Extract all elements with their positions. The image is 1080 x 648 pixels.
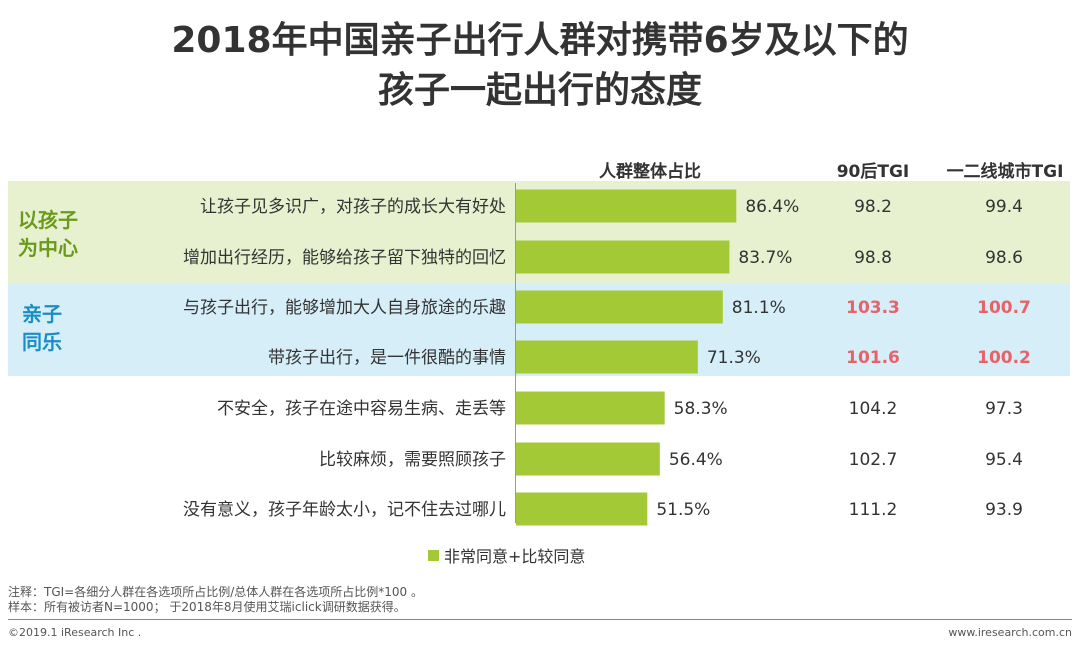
tgi-city-value: 99.4 bbox=[985, 197, 1023, 217]
tgi-90s-value: 104.2 bbox=[849, 399, 898, 419]
category-label: 带孩子出行，是一件很酷的事情 bbox=[268, 348, 506, 368]
group-label-line1: 以孩子 bbox=[18, 208, 78, 232]
tgi-city-value: 98.6 bbox=[985, 248, 1023, 268]
tgi-90s-value: 111.2 bbox=[849, 500, 898, 520]
column-header-tgi-city: 一二线城市TGI bbox=[946, 162, 1064, 182]
tgi-city-value: 100.2 bbox=[977, 348, 1031, 368]
tgi-90s-value: 103.3 bbox=[846, 298, 900, 318]
category-label: 增加出行经历，能够给孩子留下独特的回忆 bbox=[183, 248, 506, 268]
tgi-city-value: 95.4 bbox=[985, 450, 1023, 470]
bar-value-label: 51.5% bbox=[656, 500, 710, 520]
footer-copyright: ©2019.1 iResearch Inc . bbox=[8, 626, 142, 639]
bar bbox=[516, 492, 648, 526]
category-label: 让孩子见多识广，对孩子的成长大有好处 bbox=[200, 197, 506, 217]
bar bbox=[516, 340, 698, 374]
tgi-city-value: 93.9 bbox=[985, 500, 1023, 520]
tgi-90s-value: 98.8 bbox=[854, 248, 892, 268]
tgi-90s-value: 102.7 bbox=[849, 450, 898, 470]
bar-value-label: 71.3% bbox=[707, 348, 761, 368]
category-label: 没有意义，孩子年龄太小，记不住去过哪儿 bbox=[183, 500, 506, 520]
group-label-line2: 同乐 bbox=[22, 330, 62, 354]
bar-value-label: 58.3% bbox=[674, 399, 728, 419]
tgi-city-value: 100.7 bbox=[977, 298, 1031, 318]
category-label: 不安全，孩子在途中容易生病、走丢等 bbox=[217, 399, 506, 419]
category-label: 比较麻烦，需要照顾孩子 bbox=[319, 450, 506, 470]
chart-title-line2: 孩子一起出行的态度 bbox=[377, 70, 702, 111]
footnote-sample: 样本：所有被访者N=1000； 于2018年8月使用艾瑞iclick调研数据获得… bbox=[8, 600, 406, 614]
bar-value-label: 83.7% bbox=[738, 248, 792, 268]
chart-title-line1: 2018年中国亲子出行人群对携带6岁及以下的 bbox=[171, 20, 909, 61]
bar-value-label: 86.4% bbox=[745, 197, 799, 217]
chart-legend: 非常同意+比较同意 bbox=[428, 543, 585, 567]
footer-divider bbox=[8, 619, 1072, 620]
footer-website: www.iresearch.com.cn bbox=[948, 626, 1072, 639]
column-header-share: 人群整体占比 bbox=[599, 162, 701, 182]
tgi-city-value: 97.3 bbox=[985, 399, 1023, 419]
group-label-line2: 为中心 bbox=[18, 236, 78, 260]
bar bbox=[516, 442, 660, 476]
bar-value-label: 56.4% bbox=[669, 450, 723, 470]
footnote-tgi: 注释：TGI=各细分人群在各选项所占比例/总体人群在各选项所占比例*100 。 bbox=[8, 585, 423, 599]
category-label: 与孩子出行，能够增加大人自身旅途的乐趣 bbox=[183, 298, 506, 318]
group-label-child-centered: 以孩子 为中心 bbox=[18, 206, 78, 262]
category-axis-line bbox=[515, 183, 516, 523]
bar bbox=[516, 290, 723, 324]
bar bbox=[516, 240, 730, 274]
bar bbox=[516, 391, 665, 425]
tgi-90s-value: 98.2 bbox=[854, 197, 892, 217]
legend-label: 非常同意+比较同意 bbox=[444, 547, 586, 566]
legend-swatch bbox=[428, 549, 439, 561]
tgi-90s-value: 101.6 bbox=[846, 348, 900, 368]
bar-value-label: 81.1% bbox=[732, 298, 786, 318]
bar bbox=[516, 189, 737, 223]
column-header-tgi-90s: 90后TGI bbox=[836, 162, 910, 182]
group-label-family-fun: 亲子 同乐 bbox=[22, 300, 62, 356]
group-label-line1: 亲子 bbox=[22, 302, 62, 326]
